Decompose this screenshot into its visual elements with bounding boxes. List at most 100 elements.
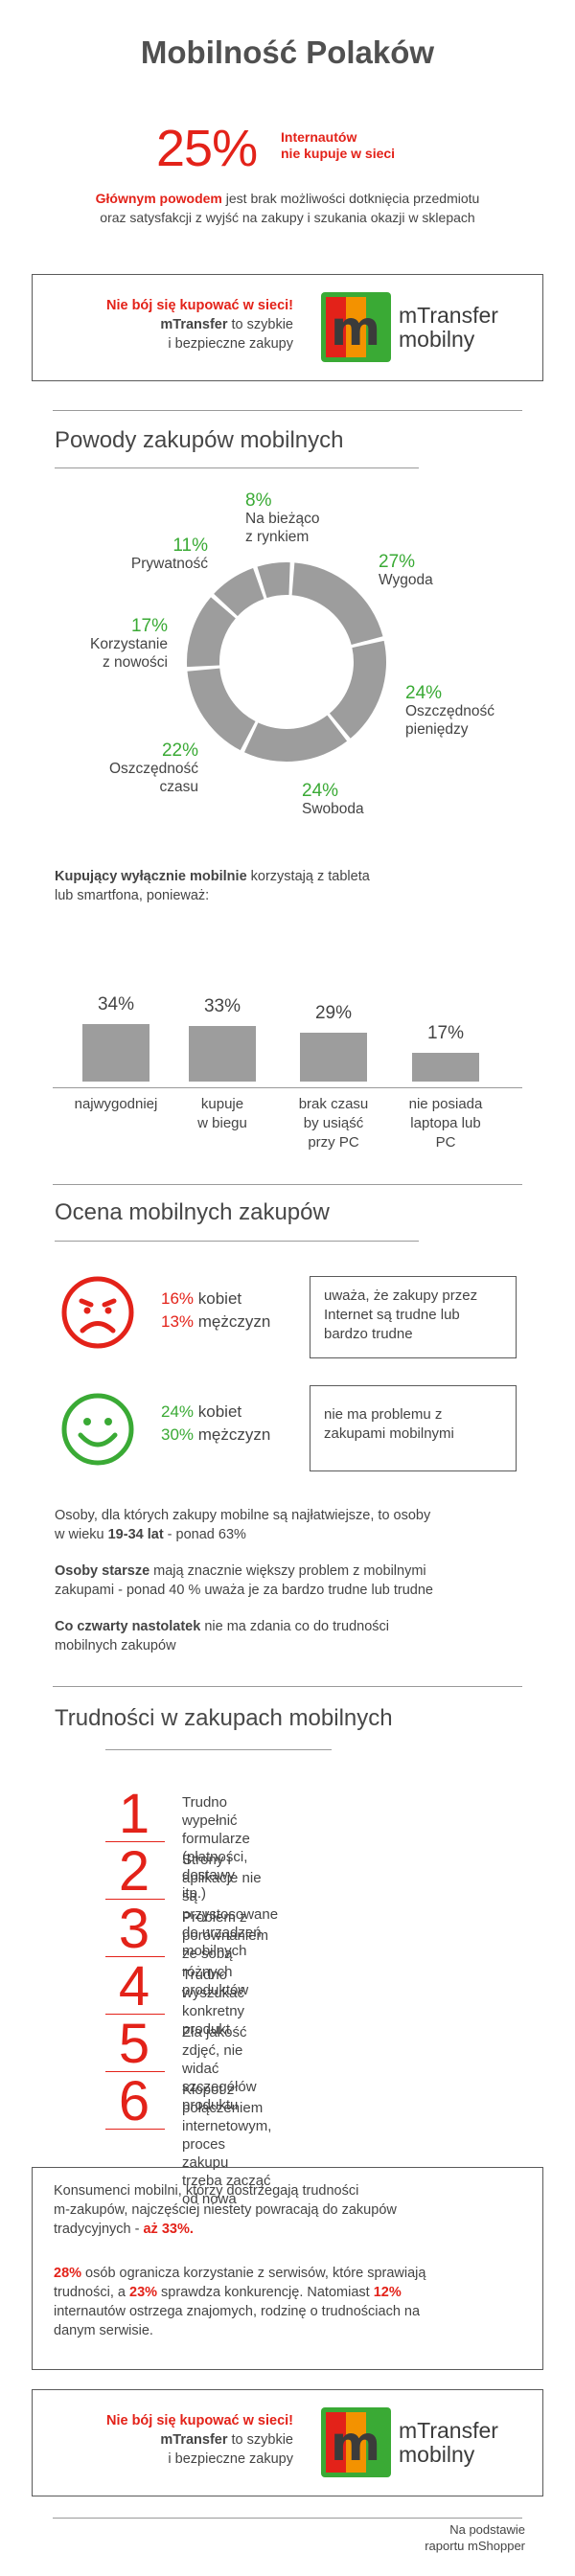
difficulty-line: konkretny produkt bbox=[182, 2003, 245, 2038]
bar-category-label: nie posiada laptopa lub PC bbox=[393, 1095, 498, 1152]
difficulty-underline bbox=[105, 2071, 165, 2072]
logo-name-line1: mTransfer bbox=[399, 303, 498, 328]
negative-quote-box: uważa, że zakupy przez Internet są trudn… bbox=[310, 1276, 517, 1358]
donut-label-text: pieniędzy bbox=[405, 721, 469, 738]
quote-line: uważa, że zakupy przez bbox=[324, 1288, 478, 1304]
divider bbox=[55, 1241, 419, 1242]
bar-chart-axis bbox=[53, 1087, 522, 1088]
headline-note: Internautów nie kupuje w sieci bbox=[281, 129, 395, 162]
neg-women-pct: 16% bbox=[161, 1289, 195, 1308]
ad-brand: mTransfer bbox=[160, 317, 228, 332]
difficulty-number: 3 bbox=[118, 1898, 150, 1960]
bar-category-label: kupuje w biegu bbox=[170, 1095, 275, 1133]
intro-text: Głównym powodem jest brak możliwości dot… bbox=[29, 189, 546, 227]
divider bbox=[53, 410, 522, 411]
bar-value-label: 34% bbox=[97, 994, 135, 1014]
neg-men-label: mężczyzn bbox=[194, 1312, 271, 1331]
difficulty-line: Trudno wyszukać bbox=[182, 1967, 245, 2001]
donut-segment bbox=[329, 640, 386, 739]
difficulty-line: (płatności, dostawy itp.) bbox=[182, 1849, 248, 1902]
donut-label-text: Na bieżąco bbox=[245, 511, 320, 527]
mtransfer-logo-icon: m bbox=[321, 292, 391, 362]
difficulty-line: Strony i aplikacje nie są przystosowane bbox=[182, 1852, 279, 1923]
difficulty-underline bbox=[105, 2129, 165, 2130]
summary-line: internautów ostrzega znajomych, rodzinę … bbox=[54, 2304, 421, 2319]
bar bbox=[412, 1053, 479, 1082]
ad-brand: mTransfer bbox=[160, 2432, 228, 2448]
difficulty-underline bbox=[105, 1956, 165, 1957]
neg-women-label: kobiet bbox=[194, 1289, 242, 1308]
donut-label-text: Korzystanie bbox=[90, 636, 168, 652]
donut-label-convenience: 27% Wygoda bbox=[379, 553, 433, 589]
logo-name: mTransfer mobilny bbox=[399, 2419, 498, 2467]
donut-label-text: czasu bbox=[159, 779, 199, 795]
reasons-donut-chart bbox=[187, 562, 386, 762]
ad-banner-bottom[interactable]: Nie bój się kupować w sieci! mTransfer t… bbox=[32, 2389, 543, 2496]
intro-rest-line1: jest brak możliwości dotknięcia przedmio… bbox=[221, 191, 480, 206]
rating-paragraph-1: Osoby, dla których zakupy mobilne są naj… bbox=[55, 1506, 524, 1544]
bar-category-label: brak czasu by usiąść przy PC bbox=[281, 1095, 386, 1152]
para-bold: Co czwarty nastolatek bbox=[55, 1619, 201, 1634]
summary-highlight: 23% bbox=[129, 2285, 158, 2300]
bar bbox=[189, 1025, 256, 1082]
donut-label-pct: 17% bbox=[130, 616, 168, 636]
ad-text: Nie bój się kupować w sieci! mTransfer t… bbox=[106, 296, 293, 353]
bar-value-label: 33% bbox=[203, 995, 242, 1016]
mtransfer-logo-icon: m bbox=[321, 2407, 391, 2477]
bar-category-line: przy PC bbox=[308, 1134, 359, 1151]
ad-line1: Nie bój się kupować w sieci! bbox=[105, 298, 293, 313]
summary-highlight: aż 33%. bbox=[143, 2222, 194, 2237]
happy-face-icon bbox=[61, 1393, 134, 1466]
donut-label-novelty: 17% Korzystanie z nowości bbox=[90, 617, 168, 672]
ad-line1: Nie bój się kupować w sieci! bbox=[105, 2413, 293, 2428]
bar-category-line: laptopa lub bbox=[410, 1115, 481, 1131]
difficulty-number: 5 bbox=[118, 2013, 150, 2075]
bar bbox=[82, 1024, 150, 1082]
difficulty-text: Zła jakość zdjęć, nie widać szczegółów pr… bbox=[182, 2023, 257, 2114]
summary-box: Konsumenci mobilni, którzy dostrzegają t… bbox=[32, 2167, 543, 2370]
difficulty-line: do urządzeń mobilnych bbox=[182, 1925, 262, 1959]
bars-intro: Kupujący wyłącznie mobilnie korzystają z… bbox=[55, 867, 515, 905]
logo-name-line1: mTransfer bbox=[399, 2418, 498, 2443]
bars-intro-rest: korzystają z tableta bbox=[246, 869, 370, 884]
divider bbox=[53, 1184, 522, 1185]
donut-label-pct: 24% bbox=[302, 781, 339, 801]
bar-value-label: 17% bbox=[426, 1023, 465, 1043]
para-bold: 19-34 lat bbox=[107, 1527, 164, 1542]
summary-line: sprawdza konkurencję. Natomiast bbox=[157, 2285, 374, 2300]
rating-title: Ocena mobilnych zakupów bbox=[55, 1199, 330, 1225]
difficulty-text: Kłopot z połączeniem internetowym, proces… bbox=[182, 2081, 271, 2208]
bar-category-line: w biegu bbox=[197, 1115, 247, 1131]
ad-line3: i bezpieczne zakupy bbox=[168, 2451, 293, 2467]
para-line: w wieku bbox=[55, 1527, 108, 1542]
difficulty-underline bbox=[105, 1899, 165, 1900]
donut-label-text: Prywatność bbox=[130, 556, 208, 572]
bar-category-line: nie posiada bbox=[408, 1096, 483, 1112]
summary-line: trudności, a bbox=[54, 2285, 129, 2300]
rating-paragraph-2: Osoby starsze mają znacznie większy prob… bbox=[55, 1562, 524, 1600]
donut-segment bbox=[214, 568, 264, 617]
donut-segment bbox=[187, 597, 236, 668]
summary-line: danym serwisie. bbox=[54, 2323, 153, 2338]
difficulty-text: Trudno wyszukać konkretny produkt bbox=[182, 1966, 244, 2039]
pos-women-pct: 24% bbox=[161, 1402, 195, 1421]
difficulty-text: Trudno wypełnić formularze (płatności, do… bbox=[182, 1793, 250, 1903]
donut-label-text: Oszczędność bbox=[108, 761, 198, 777]
donut-label-text: Oszczędność bbox=[405, 703, 495, 719]
donut-label-pct: 22% bbox=[161, 741, 198, 761]
bar-category-line: by usiąść bbox=[303, 1115, 364, 1131]
bar-category-line: PC bbox=[435, 1134, 456, 1151]
donut-label-text: Swoboda bbox=[302, 801, 364, 817]
para-line: Osoby, dla których zakupy mobilne są naj… bbox=[55, 1508, 431, 1523]
donut-segment bbox=[243, 715, 348, 762]
difficulty-number: 2 bbox=[118, 1840, 150, 1903]
ad-banner-top[interactable]: Nie bój się kupować w sieci! mTransfer t… bbox=[32, 274, 543, 381]
difficulty-number: 6 bbox=[118, 2070, 150, 2132]
bars-intro-line2: lub smartfona, ponieważ: bbox=[55, 888, 210, 903]
donut-label-pct: 11% bbox=[172, 536, 208, 556]
negative-stats: 16% kobiet 13% mężczyzn bbox=[161, 1288, 270, 1334]
bars-intro-bold: Kupujący wyłącznie mobilnie bbox=[55, 869, 247, 884]
bar-value-label: 29% bbox=[314, 1002, 353, 1023]
ad-line2: to szybkie bbox=[227, 317, 293, 332]
summary-highlight: 28% bbox=[54, 2266, 82, 2281]
